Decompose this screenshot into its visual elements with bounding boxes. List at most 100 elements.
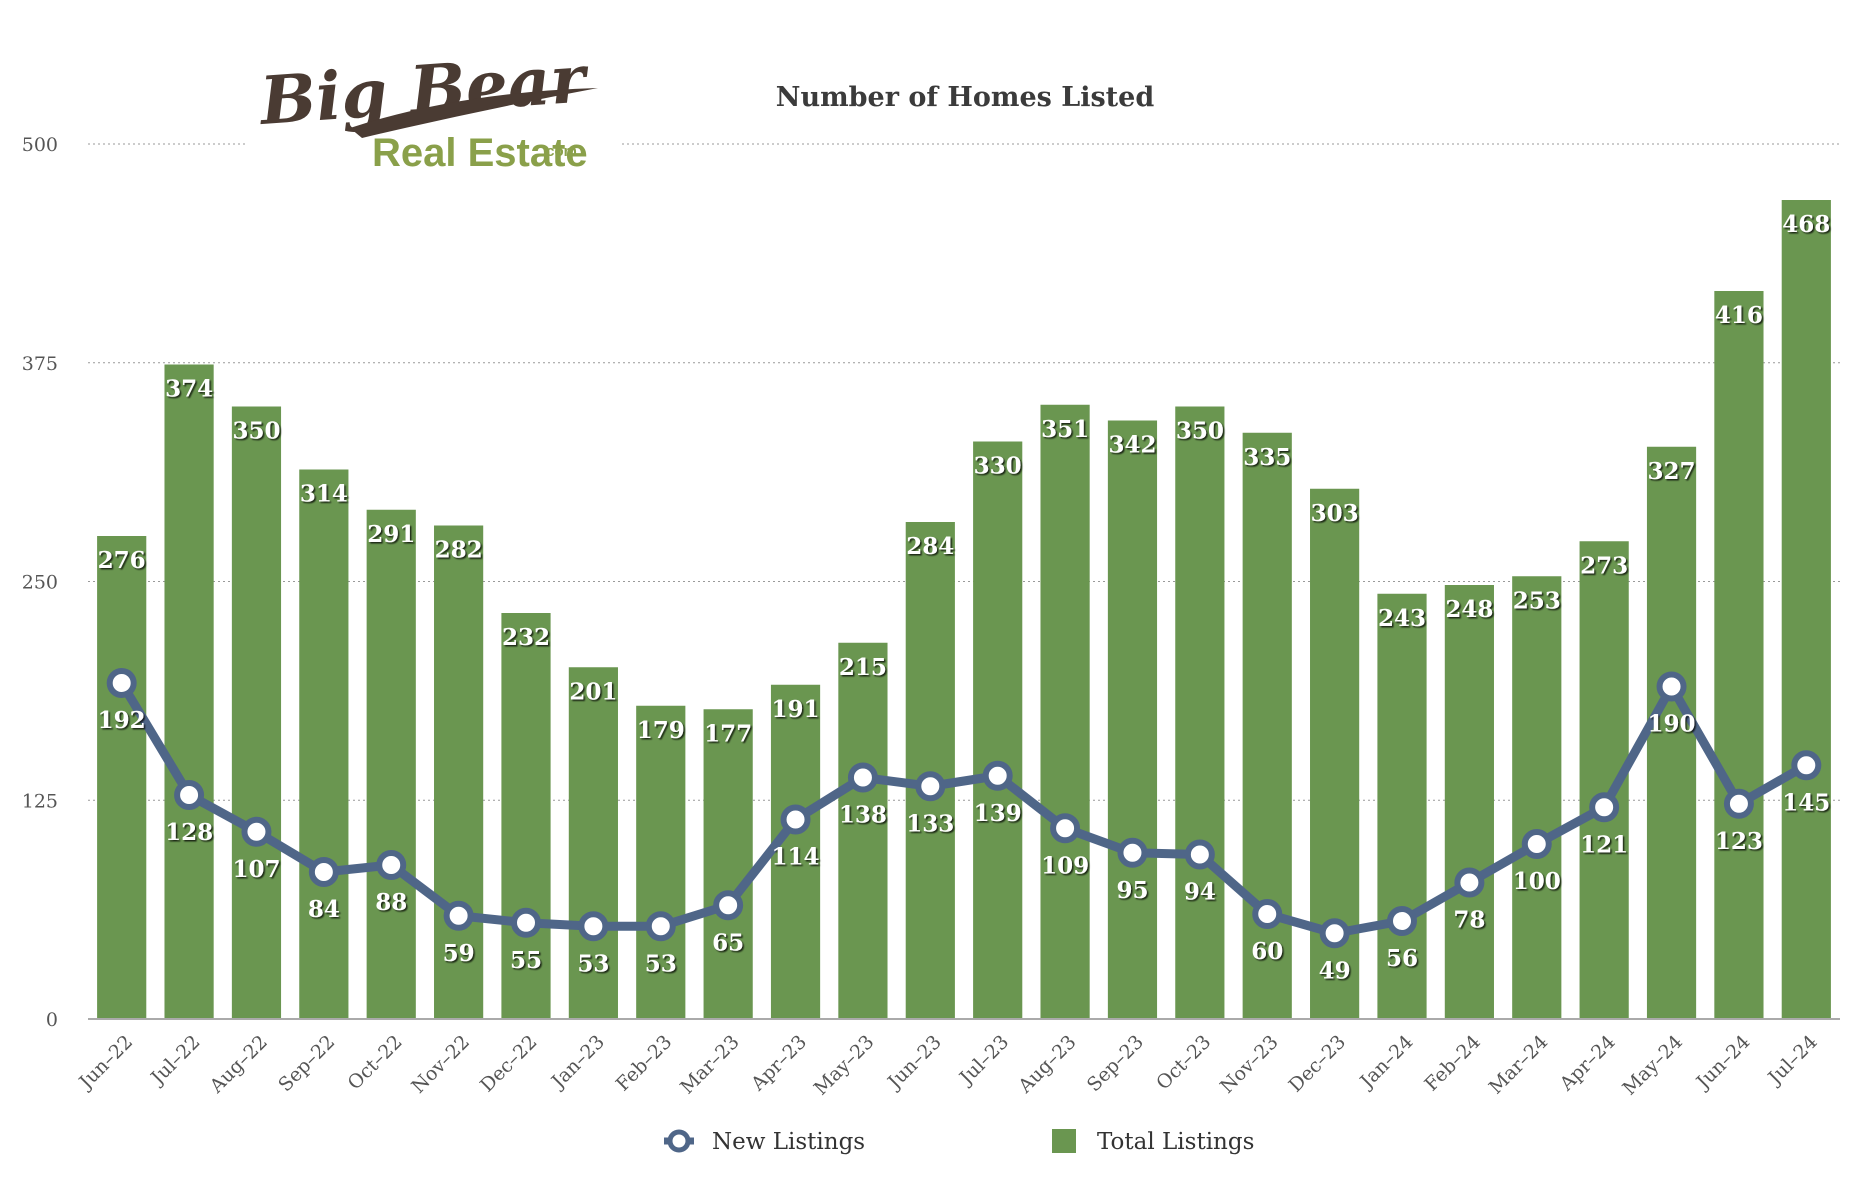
bar-value-label: 335 bbox=[1243, 444, 1291, 471]
bar-value-label: 276 bbox=[98, 547, 146, 574]
line-value-label: 55 bbox=[510, 947, 542, 974]
bar-value-label: 468 bbox=[1782, 211, 1830, 238]
bar-value-label: 327 bbox=[1648, 458, 1696, 485]
bar-value-label: 314 bbox=[300, 481, 348, 508]
line-point bbox=[1184, 839, 1215, 870]
x-tick-label: Feb–23 bbox=[612, 1031, 677, 1096]
line-value-label: 65 bbox=[712, 929, 744, 956]
x-tick-label: Aug–22 bbox=[205, 1031, 272, 1098]
gridlines bbox=[88, 143, 1840, 801]
line-value-label: 95 bbox=[1116, 877, 1148, 904]
line-point bbox=[308, 857, 339, 887]
bar-value-label: 253 bbox=[1513, 587, 1561, 614]
line-labels: 192 128 107 84 88 59 55 53 53 65 114 138 133 139 109 95… bbox=[98, 707, 1831, 984]
x-tick-label: Jun–24 bbox=[1691, 1031, 1754, 1094]
bar bbox=[1107, 420, 1158, 1019]
bar bbox=[97, 536, 147, 1019]
line-point bbox=[511, 907, 541, 938]
bar-value-label: 201 bbox=[569, 678, 617, 705]
line-value-label: 145 bbox=[1782, 789, 1830, 816]
bar bbox=[1646, 446, 1697, 1019]
line-point bbox=[376, 850, 407, 880]
bar bbox=[164, 364, 214, 1019]
x-tick-label: Jun–23 bbox=[882, 1031, 945, 1094]
line-value-label: 49 bbox=[1319, 957, 1351, 984]
line-value-label: 128 bbox=[165, 819, 213, 846]
line-point bbox=[174, 780, 205, 810]
line-value-label: 100 bbox=[1513, 868, 1561, 895]
bar-value-label: 215 bbox=[839, 654, 887, 681]
bar bbox=[434, 525, 484, 1019]
legend-label: New Listings bbox=[712, 1129, 865, 1155]
x-tick-label: May–23 bbox=[810, 1031, 879, 1100]
line-point bbox=[1454, 867, 1485, 898]
line-value-label: 94 bbox=[1184, 879, 1216, 906]
bar-value-label: 177 bbox=[704, 720, 752, 747]
x-tick-label: Nov–22 bbox=[407, 1031, 474, 1098]
bar bbox=[636, 705, 686, 1019]
bar bbox=[905, 522, 955, 1019]
line-point bbox=[241, 816, 272, 847]
x-tick-label: Oct–22 bbox=[343, 1031, 406, 1094]
bar bbox=[1714, 291, 1764, 1019]
line-point bbox=[1387, 906, 1417, 936]
x-tick-label: Jan–23 bbox=[546, 1031, 609, 1094]
bar-labels: 276 374 350 314 291 282 232 201 179 177 191 215 284 3… bbox=[98, 211, 1831, 747]
line-point bbox=[847, 762, 878, 793]
line-value-label: 121 bbox=[1580, 831, 1628, 858]
bar-value-label: 273 bbox=[1580, 552, 1628, 579]
bar bbox=[1377, 593, 1427, 1019]
bar-value-label: 248 bbox=[1445, 596, 1493, 623]
line-value-label: 59 bbox=[443, 940, 475, 967]
x-tick-label: Sep–22 bbox=[274, 1031, 339, 1096]
bar bbox=[568, 667, 618, 1019]
line-point bbox=[645, 911, 676, 942]
logo-swoosh-icon bbox=[350, 88, 598, 138]
x-tick-label: Jun–22 bbox=[74, 1031, 137, 1094]
bar-value-label: 284 bbox=[906, 533, 954, 560]
line-value-label: 78 bbox=[1453, 907, 1485, 934]
bar bbox=[770, 684, 821, 1019]
bar-value-label: 330 bbox=[974, 453, 1022, 480]
line-value-label: 123 bbox=[1715, 828, 1763, 855]
line-value-label: 84 bbox=[308, 896, 340, 923]
chart-title: Number of Homes Listed bbox=[776, 82, 1155, 113]
bar bbox=[366, 509, 416, 1019]
x-tick-label: Dec–23 bbox=[1285, 1031, 1351, 1097]
line-point bbox=[1589, 792, 1620, 823]
line-point bbox=[578, 911, 609, 942]
line-value-label: 107 bbox=[232, 856, 280, 883]
bar-value-label: 350 bbox=[1176, 418, 1224, 445]
legend-item-new-listings: New Listings bbox=[664, 1129, 865, 1155]
y-axis-ticks: 0 125 250 375 500 bbox=[22, 134, 58, 1031]
x-tick-label: Sep–23 bbox=[1083, 1031, 1148, 1096]
line-point bbox=[780, 804, 811, 835]
x-tick-label: Jul–22 bbox=[145, 1031, 204, 1090]
bar bbox=[1444, 585, 1494, 1019]
legend-marker-swatch bbox=[667, 1129, 691, 1153]
line-point bbox=[713, 890, 744, 921]
logo-sub-text: Real Estate bbox=[372, 131, 588, 175]
line-point bbox=[1723, 788, 1754, 819]
bars-total-listings bbox=[97, 200, 1831, 1019]
line-value-label: 138 bbox=[839, 802, 887, 829]
bar bbox=[231, 406, 282, 1019]
line-value-label: 60 bbox=[1251, 938, 1283, 965]
bar-value-label: 179 bbox=[637, 717, 685, 744]
bar-value-label: 351 bbox=[1041, 416, 1089, 443]
line-value-label: 109 bbox=[1041, 852, 1089, 879]
legend-label: Total Listings bbox=[1097, 1129, 1254, 1155]
line-point bbox=[1252, 899, 1283, 929]
bar bbox=[973, 441, 1023, 1019]
bar-value-label: 416 bbox=[1715, 302, 1763, 329]
x-tick-label: Nov–23 bbox=[1216, 1031, 1283, 1098]
x-tick-label: May–24 bbox=[1618, 1031, 1687, 1100]
logo: Big Bear Real Estate .com bbox=[256, 39, 598, 175]
bar bbox=[1512, 576, 1562, 1019]
bar bbox=[1242, 432, 1292, 1019]
x-tick-label: Dec–22 bbox=[476, 1031, 542, 1097]
line-value-label: 88 bbox=[375, 889, 407, 916]
bar bbox=[1781, 200, 1831, 1019]
